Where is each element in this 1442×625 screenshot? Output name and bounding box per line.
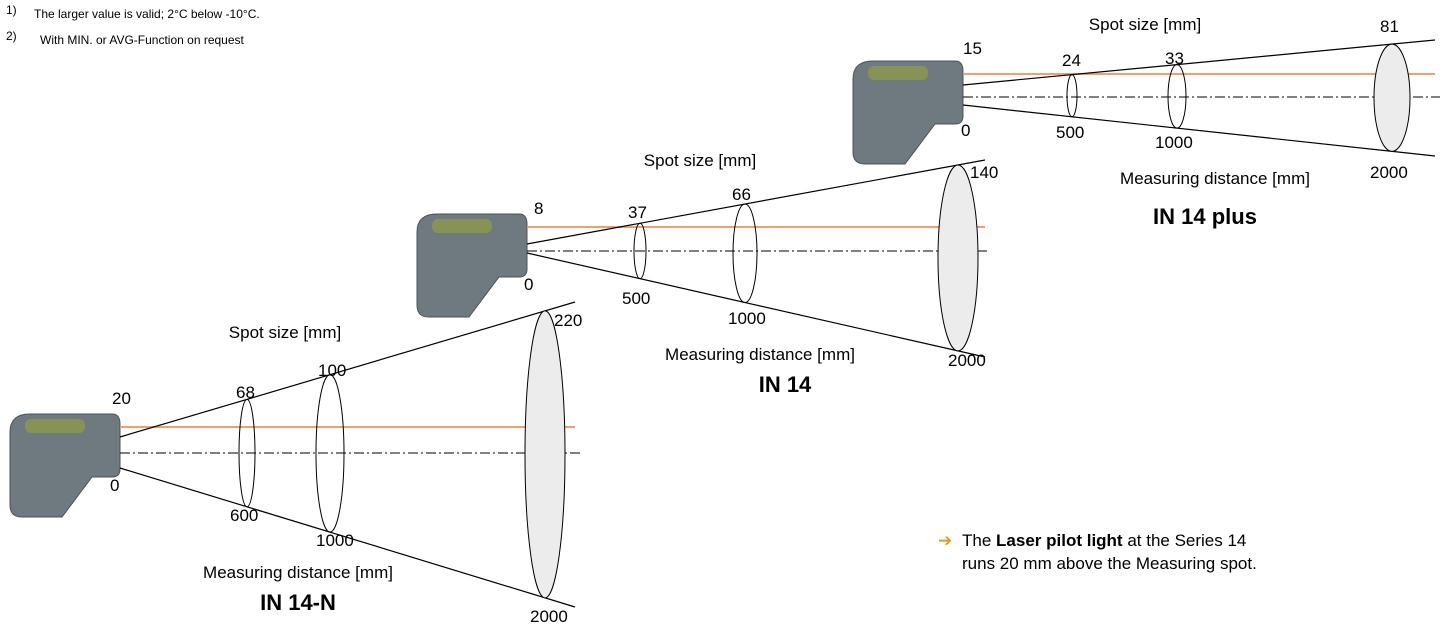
instrument (416, 213, 528, 318)
beam-bottom (526, 252, 986, 358)
distance-label: 500 (1056, 123, 1084, 142)
instrument (852, 60, 964, 165)
distance-label: 500 (622, 289, 650, 308)
distance-label: 600 (230, 506, 258, 525)
distance-label: 1000 (728, 309, 766, 328)
footnote-text: The larger value is valid; 2°C below -10… (34, 7, 260, 21)
spot-ellipse (1373, 43, 1411, 152)
footnote-marker: 1) (6, 3, 17, 17)
spot-size-label: 33 (1165, 49, 1184, 68)
spot-size-label: 66 (732, 185, 751, 204)
spot-size-label: 68 (236, 383, 255, 402)
beam-bottom (119, 467, 576, 608)
distance-label: 2000 (530, 607, 568, 625)
spot-size-label: 37 (628, 203, 647, 222)
spot-size-label: 140 (970, 163, 998, 182)
spot-size-label: 81 (1380, 17, 1399, 36)
spot-ellipse (1066, 74, 1078, 118)
instrument (9, 413, 121, 518)
spot-size-label: 8 (534, 199, 543, 218)
spot-ellipse (524, 310, 566, 599)
spot-size-title: Spot size [mm] (1089, 15, 1201, 34)
spot-ellipse (633, 222, 647, 280)
spot-size-label: 24 (1062, 51, 1081, 70)
distance-label: 1000 (1155, 133, 1193, 152)
model-name: IN 14 (759, 372, 812, 397)
distance-label: 0 (961, 121, 970, 140)
beam-top (526, 159, 986, 245)
model-name: IN 14 plus (1153, 204, 1257, 229)
distance-title: Measuring distance [mm] (203, 563, 393, 582)
arrow-icon: ➔ (938, 531, 952, 550)
distance-label: 2000 (948, 351, 986, 370)
note-line: The Laser pilot light at the Series 14 (962, 531, 1246, 550)
spot-size-label: 100 (318, 361, 346, 380)
note-text: at the Series 14 (1123, 531, 1247, 550)
instrument-band (25, 419, 85, 433)
beam-top (962, 39, 1436, 86)
spot-ellipse (1167, 64, 1187, 129)
distance-label: 1000 (316, 531, 354, 550)
distance-label: 0 (524, 275, 533, 294)
spot-size-label: 15 (963, 39, 982, 58)
instrument-band (868, 66, 928, 80)
spot-ellipse (238, 398, 256, 508)
beam-top (119, 301, 576, 438)
distance-title: Measuring distance [mm] (665, 345, 855, 364)
model-name: IN 14-N (260, 590, 336, 615)
distance-label: 2000 (1370, 163, 1408, 182)
beam-bottom (962, 104, 1436, 157)
spot-ellipse (732, 203, 758, 304)
distance-label: 0 (110, 476, 119, 495)
note-text: The (962, 531, 996, 550)
note-bold: Laser pilot light (996, 531, 1123, 550)
spot-ellipse (937, 164, 979, 352)
distance-title: Measuring distance [mm] (1120, 169, 1310, 188)
spot-size-title: Spot size [mm] (229, 323, 341, 342)
spot-size-title: Spot size [mm] (644, 151, 756, 170)
spot-ellipse (315, 374, 345, 533)
note-line: runs 20 mm above the Measuring spot. (962, 554, 1257, 573)
instrument-band (432, 219, 492, 233)
spot-size-label: 20 (112, 389, 131, 408)
footnote-text: With MIN. or AVG-Function on request (40, 33, 245, 47)
spot-size-label: 220 (554, 311, 582, 330)
footnote-marker: 2) (6, 29, 17, 43)
